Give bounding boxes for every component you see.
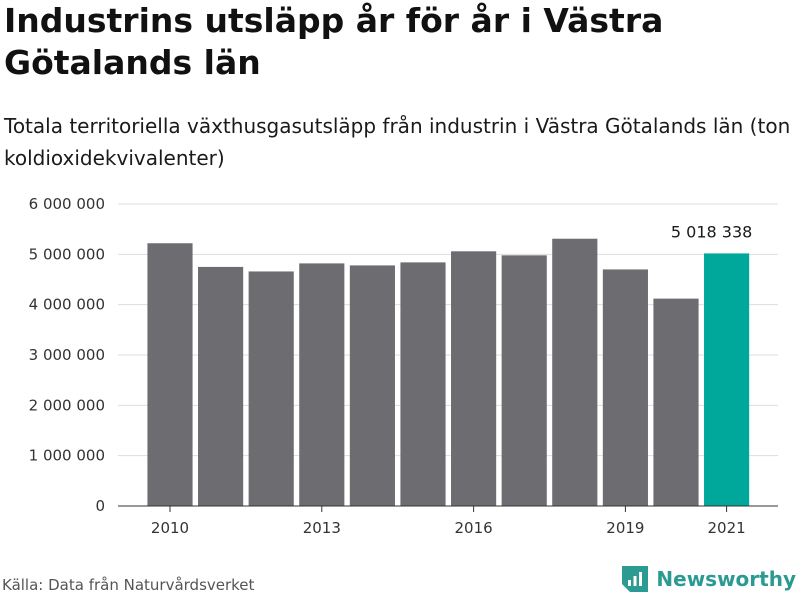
data-label: 5 018 338 xyxy=(671,222,752,241)
bars xyxy=(147,238,750,507)
labels: 0 1 000 000 2 000 000 3 000 000 4 000 000 5 0… xyxy=(29,195,753,537)
y-tick-label: 0 xyxy=(95,497,105,515)
bar-2010 xyxy=(147,243,193,506)
x-tick-label: 2019 xyxy=(606,519,644,537)
y-tick-label: 3 000 000 xyxy=(29,346,105,364)
y-tick-label: 5 000 000 xyxy=(29,245,105,263)
source-note: Källa: Data från Naturvårdsverket xyxy=(2,576,255,594)
chart-title: Industrins utsläpp år för år i Västra Gö… xyxy=(4,1,664,82)
x-tick-label: 2021 xyxy=(708,519,746,537)
axes xyxy=(118,505,778,512)
bar-2013 xyxy=(299,263,345,506)
x-tick-label: 2013 xyxy=(303,519,341,537)
x-tick-label: 2016 xyxy=(455,519,493,537)
bar-2018 xyxy=(552,238,598,507)
bar-2020 xyxy=(653,298,699,506)
bar-2016 xyxy=(451,251,497,506)
bar-2014 xyxy=(349,265,395,506)
bar-2011 xyxy=(198,266,244,506)
x-tick-label: 2010 xyxy=(151,519,189,537)
bar-2015 xyxy=(400,262,446,506)
brand-logo: Newsworthy xyxy=(622,566,796,592)
y-tick-label: 1 000 000 xyxy=(29,447,105,465)
brand-name: Newsworthy xyxy=(656,567,796,591)
bar-2017 xyxy=(501,255,547,506)
bar-2019 xyxy=(602,269,648,506)
bar-2021 xyxy=(704,253,750,506)
y-tick-label: 4 000 000 xyxy=(29,296,105,314)
y-tick-label: 6 000 000 xyxy=(29,195,105,213)
bar-2012 xyxy=(248,271,294,506)
chart-subtitle: Totala territoriella växthusgasutsläpp f… xyxy=(4,114,791,170)
y-tick-label: 2 000 000 xyxy=(29,396,105,414)
bar-chart: 0 1 000 000 2 000 000 3 000 000 4 000 000 5 0… xyxy=(29,195,778,537)
newsworthy-logo-icon xyxy=(622,566,649,592)
